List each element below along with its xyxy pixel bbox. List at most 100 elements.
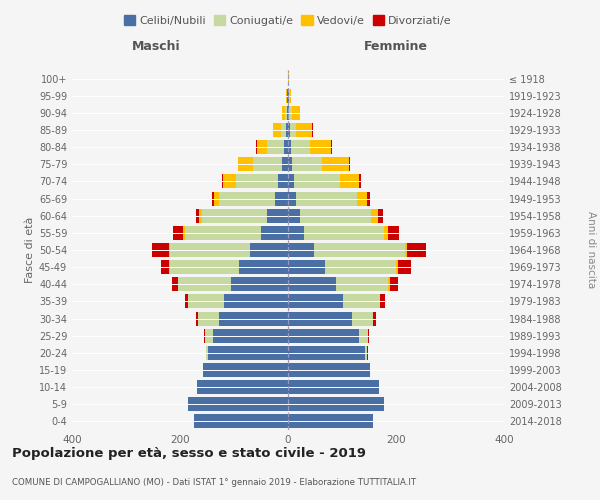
- Bar: [238, 158, 253, 172]
- Bar: [288, 328, 359, 342]
- Bar: [359, 174, 361, 188]
- Bar: [212, 192, 214, 205]
- Bar: [170, 243, 250, 257]
- Bar: [290, 140, 310, 154]
- Bar: [373, 312, 376, 326]
- Bar: [199, 208, 202, 222]
- Bar: [287, 106, 288, 120]
- Bar: [205, 328, 214, 342]
- Bar: [193, 414, 288, 428]
- Bar: [273, 123, 281, 137]
- Bar: [377, 208, 383, 222]
- Bar: [295, 174, 340, 188]
- Bar: [214, 192, 220, 205]
- Bar: [281, 158, 288, 172]
- Bar: [288, 226, 304, 240]
- Bar: [352, 312, 373, 326]
- Bar: [388, 278, 389, 291]
- Bar: [325, 260, 396, 274]
- Bar: [232, 278, 288, 291]
- Bar: [310, 140, 331, 154]
- Bar: [368, 328, 369, 342]
- Bar: [285, 106, 287, 120]
- Bar: [202, 208, 268, 222]
- Bar: [289, 106, 292, 120]
- Bar: [288, 398, 384, 411]
- Bar: [359, 328, 368, 342]
- Bar: [188, 398, 288, 411]
- Bar: [349, 158, 350, 172]
- Text: COMUNE DI CAMPOGALLIANO (MO) - Dati ISTAT 1° gennaio 2019 - Elaborazione TUTTITA: COMUNE DI CAMPOGALLIANO (MO) - Dati ISTA…: [12, 478, 416, 487]
- Bar: [292, 106, 300, 120]
- Bar: [185, 294, 188, 308]
- Bar: [236, 174, 278, 188]
- Bar: [261, 226, 288, 240]
- Bar: [203, 363, 288, 377]
- Bar: [340, 174, 359, 188]
- Bar: [322, 158, 349, 172]
- Bar: [224, 294, 288, 308]
- Y-axis label: Fasce di età: Fasce di età: [25, 217, 35, 283]
- Bar: [288, 106, 289, 120]
- Bar: [288, 380, 379, 394]
- Bar: [396, 260, 398, 274]
- Bar: [169, 260, 170, 274]
- Bar: [288, 414, 373, 428]
- Bar: [288, 294, 343, 308]
- Bar: [196, 208, 199, 222]
- Bar: [292, 158, 322, 172]
- Bar: [404, 243, 407, 257]
- Bar: [367, 192, 370, 205]
- Bar: [253, 158, 281, 172]
- Bar: [208, 346, 288, 360]
- Text: Femmine: Femmine: [364, 40, 428, 52]
- Bar: [380, 294, 385, 308]
- Bar: [300, 208, 371, 222]
- Bar: [188, 294, 224, 308]
- Bar: [289, 88, 290, 102]
- Bar: [204, 328, 205, 342]
- Bar: [288, 192, 296, 205]
- Bar: [389, 278, 398, 291]
- Bar: [288, 363, 370, 377]
- Bar: [407, 243, 426, 257]
- Bar: [288, 312, 352, 326]
- Bar: [275, 192, 288, 205]
- Bar: [288, 278, 335, 291]
- Bar: [288, 243, 314, 257]
- Bar: [214, 328, 288, 342]
- Bar: [365, 346, 367, 360]
- Bar: [384, 226, 388, 240]
- Bar: [281, 123, 286, 137]
- Bar: [250, 243, 288, 257]
- Bar: [223, 174, 236, 188]
- Bar: [284, 140, 288, 154]
- Bar: [371, 208, 377, 222]
- Bar: [257, 140, 268, 154]
- Bar: [206, 346, 208, 360]
- Bar: [152, 243, 169, 257]
- Bar: [197, 380, 288, 394]
- Bar: [398, 260, 411, 274]
- Bar: [268, 208, 288, 222]
- Bar: [314, 243, 404, 257]
- Bar: [288, 208, 300, 222]
- Bar: [335, 278, 388, 291]
- Text: Anni di nascita: Anni di nascita: [586, 212, 596, 288]
- Bar: [185, 226, 261, 240]
- Bar: [290, 88, 291, 102]
- Bar: [219, 312, 288, 326]
- Bar: [288, 260, 325, 274]
- Bar: [296, 123, 313, 137]
- Bar: [178, 278, 232, 291]
- Text: Maschi: Maschi: [131, 40, 181, 52]
- Bar: [288, 123, 290, 137]
- Bar: [356, 192, 367, 205]
- Bar: [220, 192, 275, 205]
- Bar: [196, 312, 199, 326]
- Bar: [290, 123, 296, 137]
- Bar: [286, 123, 288, 137]
- Bar: [288, 158, 292, 172]
- Text: Popolazione per età, sesso e stato civile - 2019: Popolazione per età, sesso e stato civil…: [12, 448, 366, 460]
- Bar: [343, 294, 380, 308]
